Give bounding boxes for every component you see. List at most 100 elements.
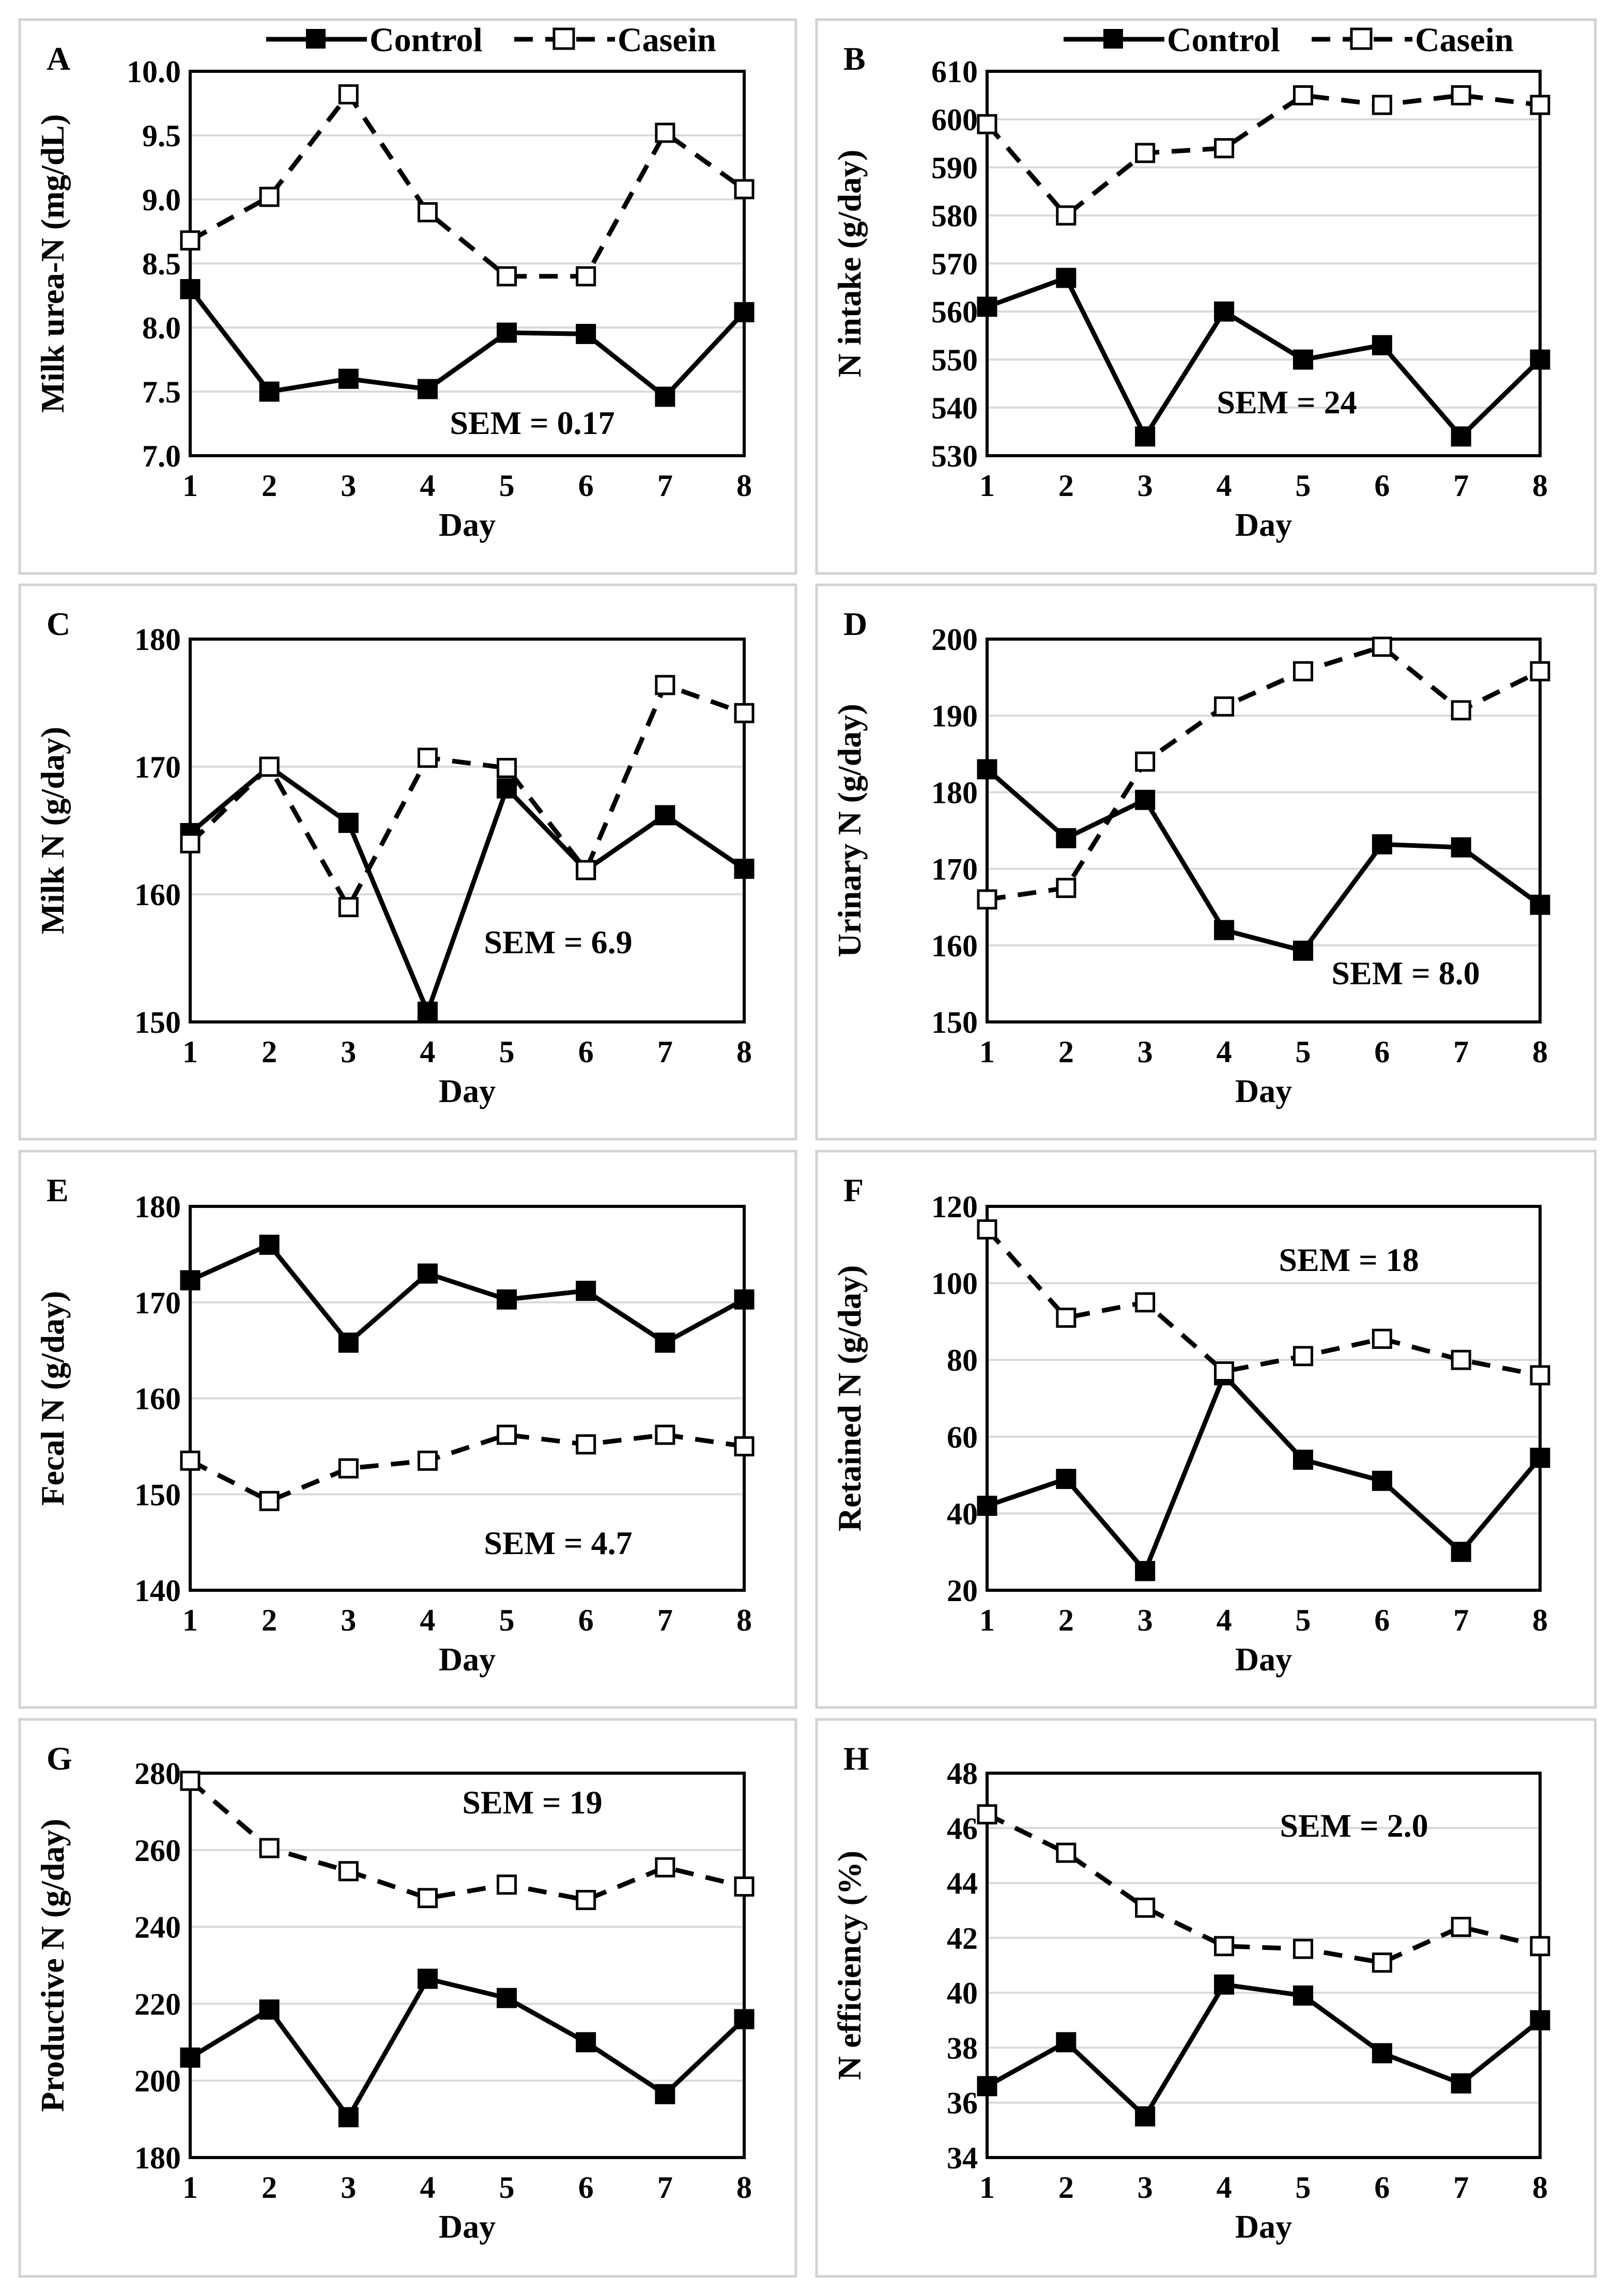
y-tick-label: 46 bbox=[947, 1811, 978, 1845]
series-line-casein bbox=[189, 1779, 745, 1903]
data-point-casein bbox=[1372, 95, 1392, 115]
x-tick-label: 6 bbox=[1374, 1035, 1390, 1069]
data-point-casein bbox=[1135, 1292, 1156, 1313]
data-point-control bbox=[977, 2076, 997, 2097]
data-point-casein bbox=[734, 1876, 755, 1897]
data-point-casein bbox=[655, 675, 675, 695]
y-tick-label: 8.5 bbox=[142, 247, 181, 281]
data-point-control bbox=[977, 297, 997, 317]
plot-area bbox=[189, 70, 746, 457]
panel-border bbox=[815, 583, 1597, 1141]
data-point-control bbox=[576, 323, 596, 344]
y-tick-label: 200 bbox=[134, 2064, 181, 2098]
data-point-casein bbox=[734, 179, 755, 199]
data-point-casein bbox=[417, 748, 438, 768]
x-tick-label: 2 bbox=[262, 1603, 277, 1637]
data-point-casein bbox=[1451, 1917, 1471, 1937]
x-axis-title: Day bbox=[439, 1073, 496, 1109]
data-point-casein bbox=[1530, 95, 1550, 115]
data-point-casein bbox=[259, 187, 280, 207]
y-tick-label: 40 bbox=[947, 1497, 978, 1531]
y-tick-label: 100 bbox=[931, 1267, 978, 1301]
data-point-casein bbox=[1214, 696, 1235, 717]
data-point-casein bbox=[1451, 700, 1471, 721]
y-tick-label: 280 bbox=[134, 1757, 181, 1791]
x-tick-label: 5 bbox=[1295, 469, 1311, 503]
data-point-control bbox=[180, 2047, 201, 2068]
panel-letter: G bbox=[47, 1740, 72, 1777]
x-axis-title: Day bbox=[1235, 506, 1292, 543]
panel-letter: D bbox=[843, 606, 867, 642]
y-axis-title: Retained N (g/day) bbox=[831, 1265, 868, 1532]
legend-control-marker bbox=[306, 29, 326, 49]
data-point-control bbox=[1372, 2043, 1392, 2064]
x-tick-label: 8 bbox=[1532, 1035, 1548, 1069]
panel-border bbox=[815, 1150, 1597, 1709]
x-tick-label: 2 bbox=[1058, 1035, 1074, 1069]
x-tick-label: 6 bbox=[578, 1603, 594, 1637]
data-point-control bbox=[259, 1999, 280, 2020]
data-point-control bbox=[259, 381, 280, 402]
data-point-control bbox=[338, 1332, 359, 1353]
x-tick-label: 5 bbox=[499, 1035, 515, 1069]
x-tick-label: 6 bbox=[578, 2170, 594, 2205]
data-point-control bbox=[180, 1270, 201, 1291]
data-point-control bbox=[1530, 894, 1550, 915]
data-point-casein bbox=[576, 860, 596, 880]
y-tick-label: 180 bbox=[134, 1190, 181, 1224]
x-tick-label: 2 bbox=[262, 1035, 277, 1069]
y-tick-label: 560 bbox=[931, 295, 978, 329]
x-tick-label: 5 bbox=[1295, 1603, 1311, 1637]
y-tick-label: 170 bbox=[931, 852, 978, 887]
x-tick-label: 3 bbox=[1137, 469, 1153, 503]
data-point-casein bbox=[734, 1436, 755, 1456]
data-point-casein bbox=[1372, 1328, 1392, 1349]
data-point-casein bbox=[180, 1771, 201, 1791]
data-point-casein bbox=[1214, 1361, 1235, 1382]
data-point-casein bbox=[734, 703, 755, 723]
data-point-control bbox=[338, 2107, 359, 2128]
data-point-control bbox=[977, 1496, 997, 1516]
data-point-control bbox=[655, 386, 675, 407]
x-tick-label: 4 bbox=[420, 1035, 435, 1069]
x-tick-label: 6 bbox=[1374, 2170, 1390, 2205]
y-tick-label: 140 bbox=[134, 1574, 181, 1608]
y-tick-label: 170 bbox=[134, 1286, 181, 1320]
data-point-control bbox=[338, 813, 359, 833]
x-axis-title: Day bbox=[1235, 1641, 1292, 1678]
data-point-control bbox=[497, 778, 517, 799]
y-tick-label: 180 bbox=[134, 623, 181, 657]
y-axis-title: Productive N (g/day) bbox=[34, 1819, 71, 2112]
legend-casein-marker bbox=[1350, 27, 1373, 50]
x-tick-label: 8 bbox=[736, 469, 752, 503]
data-point-control bbox=[259, 1234, 280, 1255]
legend-top-right: Control Casein bbox=[1064, 21, 1514, 59]
data-point-control bbox=[655, 805, 675, 826]
data-point-control bbox=[1530, 2010, 1550, 2030]
x-tick-label: 5 bbox=[499, 469, 515, 503]
y-tick-label: 20 bbox=[947, 1574, 978, 1608]
data-point-casein bbox=[1293, 85, 1313, 105]
y-tick-label: 160 bbox=[931, 929, 978, 963]
series-line-control bbox=[189, 1976, 746, 2122]
series-line-control bbox=[986, 1371, 1542, 1576]
data-point-control bbox=[180, 279, 201, 300]
chart-panel-g: 180 200 220 240 260 280 1 2 3 4 5 6 7 8 Day Productive … bbox=[18, 1718, 797, 2278]
y-tick-label: 600 bbox=[931, 103, 978, 137]
data-point-casein bbox=[417, 1888, 438, 1909]
y-tick-label: 590 bbox=[931, 151, 978, 185]
data-point-control bbox=[734, 302, 755, 322]
data-point-casein bbox=[1530, 1936, 1550, 1957]
panel-letter: E bbox=[47, 1172, 69, 1208]
y-tick-label: 550 bbox=[931, 343, 978, 377]
y-tick-label: 9.0 bbox=[142, 183, 181, 217]
legend-casein-marker bbox=[552, 27, 575, 50]
chart-panel-b: 530 540 550 560 570 580 590 600 610 1 2 3 4 5 6 7 8 Day N … bbox=[815, 18, 1597, 575]
x-tick-label: 2 bbox=[1058, 1603, 1074, 1637]
data-point-control bbox=[1293, 940, 1313, 961]
y-tick-label: 7.5 bbox=[142, 375, 181, 409]
data-point-control bbox=[497, 1988, 517, 2008]
data-point-casein bbox=[576, 266, 596, 287]
